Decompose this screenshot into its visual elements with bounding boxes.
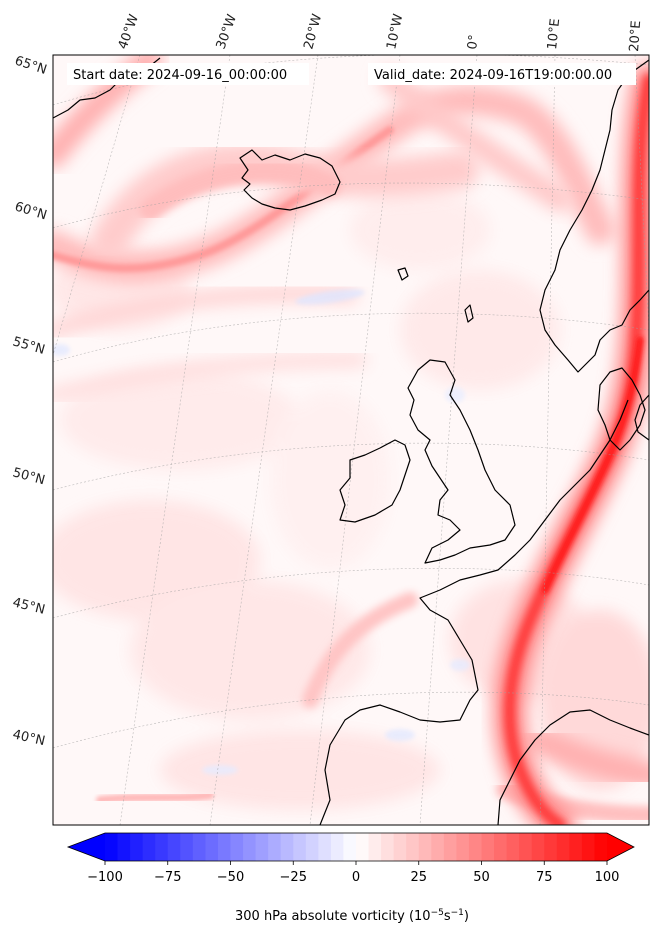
colorbar-step bbox=[293, 833, 307, 861]
colorbar-tick-label: −100 bbox=[87, 870, 123, 885]
valid-date-label: Valid_date: 2024-09-16T19:00:00.00 bbox=[374, 68, 612, 83]
colorbar-step bbox=[431, 833, 445, 861]
start-date-box bbox=[67, 63, 309, 85]
colorbar-step bbox=[142, 833, 156, 861]
colorbar-step bbox=[330, 833, 344, 861]
graticule bbox=[53, 55, 649, 825]
great-britain-coast bbox=[407, 359, 516, 564]
colorbar-step bbox=[406, 833, 420, 861]
valid-date-box bbox=[368, 63, 636, 85]
colorbar-tick-label: 75 bbox=[536, 870, 553, 885]
colorbar-step bbox=[280, 833, 294, 861]
colorbar-step bbox=[594, 833, 608, 861]
colorbar-step bbox=[305, 833, 319, 861]
colorbar-step bbox=[130, 833, 144, 861]
colorbar-tick-label: −75 bbox=[154, 870, 181, 885]
colorbar-step bbox=[243, 833, 257, 861]
vorticity-bands bbox=[53, 55, 649, 825]
colorbar-step bbox=[381, 833, 395, 861]
iceland-coast bbox=[239, 149, 341, 211]
colorbar-step bbox=[205, 833, 219, 861]
colorbar-step bbox=[192, 833, 206, 861]
colorbar-step bbox=[556, 833, 570, 861]
colorbar-tick-label: 50 bbox=[473, 870, 490, 885]
norway-coast bbox=[539, 59, 649, 373]
colorbar-step bbox=[167, 833, 181, 861]
ireland-coast bbox=[339, 439, 411, 523]
colorbar-step bbox=[443, 833, 457, 861]
colorbar-ticks: −100 −75 −50 −25 0 25 50 75 100 bbox=[87, 861, 619, 885]
lon-label-40w: 40°W bbox=[116, 12, 142, 51]
lon-label-30w: 30°W bbox=[214, 12, 240, 51]
lat-label-40n: 40°N bbox=[11, 727, 46, 749]
latitude-labels: 65°N 60°N 55°N 50°N 45°N 40°N bbox=[11, 54, 49, 750]
negative-vorticity-patches bbox=[53, 289, 470, 775]
vorticity-field bbox=[53, 190, 649, 810]
colorbar-step bbox=[343, 833, 357, 861]
lat-label-60n: 60°N bbox=[13, 199, 49, 223]
colorbar-step bbox=[255, 833, 269, 861]
colorbar-tick-label: 100 bbox=[595, 870, 620, 885]
lon-label-10e: 10°E bbox=[545, 18, 563, 51]
colorbar-step bbox=[393, 833, 407, 861]
lon-label-20w: 20°W bbox=[301, 12, 325, 51]
lat-label-55n: 55°N bbox=[11, 334, 47, 357]
colorbar-step bbox=[180, 833, 194, 861]
colorbar-step bbox=[544, 833, 558, 861]
start-date-label: Start date: 2024-09-16_00:00:00 bbox=[73, 68, 287, 83]
longitude-labels: 40°W 30°W 20°W 10°W 0° 10°E 20°E bbox=[116, 12, 645, 52]
lon-label-10w: 10°W bbox=[384, 12, 406, 50]
colorbar-step bbox=[105, 833, 119, 861]
colorbar-tick-label: 25 bbox=[410, 870, 427, 885]
lat-label-65n: 65°N bbox=[13, 54, 49, 78]
iberia-france-coast bbox=[319, 399, 629, 825]
denmark-coast bbox=[597, 367, 646, 451]
map-frame bbox=[52, 54, 650, 826]
lon-label-20e: 20°E bbox=[627, 20, 644, 52]
colorbar-step bbox=[268, 833, 282, 861]
colorbar-step bbox=[481, 833, 495, 861]
colorbar-label: 300 hPa absolute vorticity (10−5s−1) bbox=[235, 908, 469, 924]
colorbar-step bbox=[456, 833, 470, 861]
colorbar: −100 −75 −50 −25 0 25 50 75 100 300 hPa absolute… bbox=[66, 832, 635, 924]
colorbar-step bbox=[356, 833, 370, 861]
colorbar-low-extend bbox=[68, 833, 105, 861]
coastlines bbox=[53, 57, 649, 825]
colorbar-step bbox=[155, 833, 169, 861]
colorbar-step bbox=[117, 833, 131, 861]
colorbar-step bbox=[217, 833, 231, 861]
colorbar-step bbox=[581, 833, 595, 861]
colorbar-tick-label: 0 bbox=[352, 870, 360, 885]
colorbar-step bbox=[531, 833, 545, 861]
lat-label-50n: 50°N bbox=[11, 465, 47, 488]
colorbar-step bbox=[506, 833, 520, 861]
colorbar-steps bbox=[105, 833, 608, 861]
colorbar-step bbox=[230, 833, 244, 861]
lon-label-0: 0° bbox=[465, 34, 482, 51]
colorbar-step bbox=[318, 833, 332, 861]
lat-label-45n: 45°N bbox=[11, 595, 46, 617]
colorbar-step bbox=[468, 833, 482, 861]
colorbar-step bbox=[494, 833, 508, 861]
colorbar-tick-label: −50 bbox=[217, 870, 244, 885]
colorbar-step bbox=[368, 833, 382, 861]
colorbar-high-extend bbox=[607, 833, 634, 861]
colorbar-step bbox=[569, 833, 583, 861]
continent-coast bbox=[497, 709, 649, 825]
map-area bbox=[53, 55, 649, 825]
colorbar-tick-label: −25 bbox=[280, 870, 307, 885]
colorbar-step bbox=[519, 833, 533, 861]
colorbar-step bbox=[418, 833, 432, 861]
